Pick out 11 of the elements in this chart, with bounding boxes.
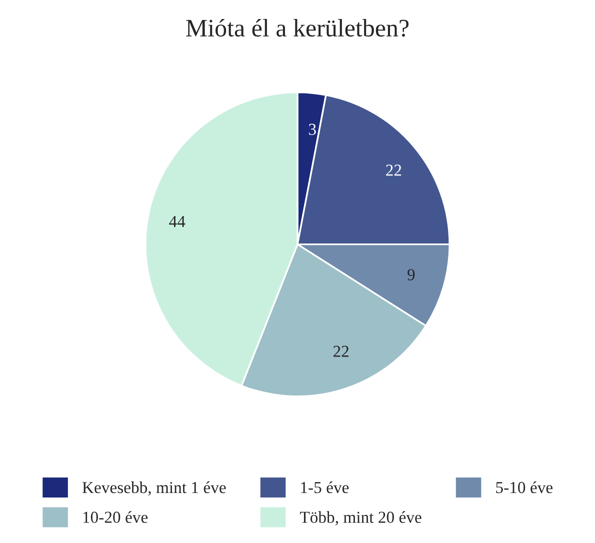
legend-label: 5-10 éve [496,481,552,494]
data-label: 22 [386,164,402,176]
legend-label: 10-20 éve [83,511,148,523]
chart-title: Mióta él a kerületben? [186,18,409,37]
data-label: 44 [169,216,186,227]
data-label: 9 [408,269,415,280]
legend-label: Több, mint 20 éve [300,511,422,526]
data-label: 3 [309,124,316,135]
data-label: 22 [333,346,348,357]
legend-label: 1-5 éve [301,481,349,494]
legend-label: Kevesebb, mint 1 éve [82,481,226,496]
